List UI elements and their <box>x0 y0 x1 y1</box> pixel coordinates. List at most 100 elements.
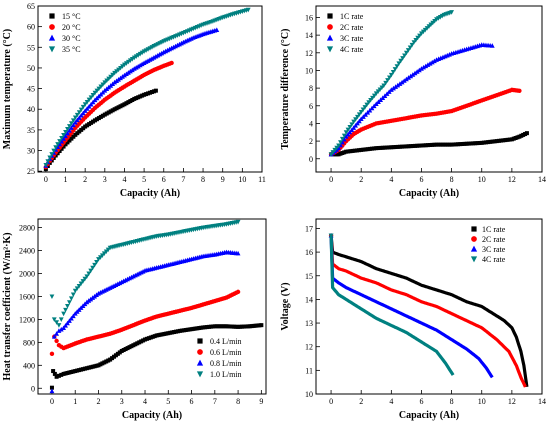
x-tick-label: 8 <box>450 175 454 184</box>
data-point <box>383 80 389 86</box>
data-point <box>124 71 129 77</box>
y-tick-label: 6 <box>309 102 313 111</box>
data-point <box>369 146 374 151</box>
x-tick-label: 10 <box>238 175 246 184</box>
y-tick-label: 400 <box>23 361 35 370</box>
data-point <box>449 10 454 15</box>
data-point <box>394 64 400 69</box>
x-tick-label: 0 <box>44 175 48 184</box>
data-point <box>396 61 402 66</box>
data-point <box>339 136 345 142</box>
y-axis-label: Maximum temperature (°C) <box>2 29 13 149</box>
data-point <box>423 63 429 69</box>
data-point <box>338 140 343 145</box>
data-point <box>415 143 420 148</box>
data-point <box>398 58 404 64</box>
x-tick-label: 6 <box>162 175 166 184</box>
series-3 <box>49 249 241 394</box>
y-tick-label: 13 <box>305 319 313 328</box>
data-point <box>341 136 347 142</box>
data-point <box>407 45 413 51</box>
data-point <box>443 142 448 147</box>
data-point <box>67 124 72 129</box>
data-point <box>131 66 137 71</box>
data-point <box>59 146 64 151</box>
data-point <box>456 142 461 147</box>
data-point <box>425 143 430 148</box>
legend-marker <box>471 226 477 232</box>
data-point <box>406 144 411 149</box>
y-tick-label: 0 <box>309 155 313 164</box>
data-point <box>54 374 59 379</box>
y-tick-label: 1600 <box>19 292 35 301</box>
y-tick-label: 12 <box>305 49 313 58</box>
data-point <box>94 260 99 265</box>
data-point <box>376 146 381 151</box>
data-point <box>70 122 76 128</box>
y-tick-label: 0 <box>31 384 35 393</box>
y-tick-label: 65 <box>27 2 35 11</box>
x-tick-label: 12 <box>508 397 516 406</box>
data-point <box>404 144 409 149</box>
y-tick-label: 14 <box>305 295 313 304</box>
chart-1: 0 1 2 3 4 5 6 7 8 9 10 11253035404550556065Capacity… <box>2 2 266 199</box>
y-tick-label: 800 <box>23 338 35 347</box>
x-tick-label: 0 <box>329 397 333 406</box>
legend-marker <box>471 236 477 242</box>
plot-frame <box>315 5 543 173</box>
data-point <box>80 110 86 116</box>
y-axis-label: Heat transfer coefficient (W/m²·K) <box>2 232 13 380</box>
data-point <box>61 133 66 138</box>
data-point <box>432 142 437 147</box>
y-tick-label: 2 <box>309 137 313 146</box>
legend-marker <box>197 338 203 344</box>
data-point <box>393 145 398 150</box>
data-point <box>129 67 135 73</box>
data-point <box>395 82 401 88</box>
series-2 <box>49 289 241 357</box>
data-point <box>489 43 495 48</box>
series-line <box>329 235 494 379</box>
data-point <box>55 142 61 147</box>
data-point <box>393 84 399 89</box>
data-point <box>133 65 139 70</box>
data-point <box>76 110 82 115</box>
data-point <box>59 136 64 141</box>
data-point <box>382 145 387 150</box>
data-point <box>397 144 402 149</box>
data-point <box>408 73 414 79</box>
data-point <box>80 104 86 110</box>
series-1 <box>49 323 264 390</box>
x-tick-label: 5 <box>166 397 170 406</box>
y-tick-label: 4 <box>309 119 313 128</box>
data-point <box>477 140 482 145</box>
data-point <box>67 318 72 323</box>
data-point <box>61 325 66 331</box>
data-point <box>406 75 411 80</box>
data-point <box>405 48 411 53</box>
data-point <box>51 369 56 374</box>
x-tick-label: 2 <box>96 397 100 406</box>
chart-3: 0 1 2 3 4 5 6 7 8 9 0 400 800 1200 1600 2000 2400 2800 Cap… <box>2 218 267 421</box>
x-tick-label: 12 <box>508 175 516 184</box>
x-tick-label: 14 <box>538 397 546 406</box>
data-point <box>328 152 334 157</box>
data-point <box>390 70 396 75</box>
data-point <box>466 141 471 146</box>
data-point <box>415 35 421 41</box>
data-point <box>387 75 392 81</box>
data-point <box>402 53 407 59</box>
data-point <box>344 149 349 154</box>
data-point <box>501 138 506 143</box>
data-point <box>49 152 55 157</box>
x-tick-label: 4 <box>389 397 393 406</box>
y-tick-label: 45 <box>27 85 35 94</box>
legend-marker <box>196 359 204 366</box>
data-point <box>479 140 484 145</box>
data-point <box>88 268 94 274</box>
data-point <box>82 102 88 107</box>
data-point <box>417 143 422 148</box>
data-point <box>56 323 62 328</box>
data-point <box>380 145 385 150</box>
series-4 <box>328 233 455 376</box>
